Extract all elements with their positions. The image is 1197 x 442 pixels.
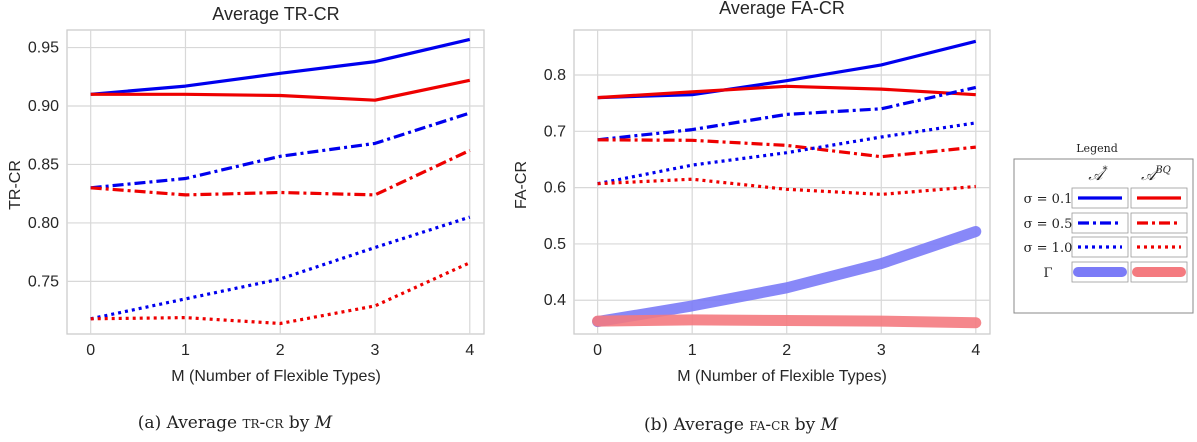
x-tick-label: 3 — [877, 342, 886, 359]
y-tick-label: 0.75 — [28, 273, 59, 290]
x-axis-label: M (Number of Flexible Types) — [171, 368, 381, 385]
x-tick-label: 4 — [465, 342, 474, 359]
x-tick-label: 0 — [86, 342, 95, 359]
series-line — [90, 215, 471, 321]
x-tick-label: 4 — [971, 342, 980, 359]
y-tick-label: 0.4 — [544, 292, 566, 309]
y-tick-label: 0.5 — [544, 236, 566, 253]
x-tick-label: 2 — [276, 342, 285, 359]
series-line — [90, 78, 471, 102]
x-tick-label: 0 — [593, 342, 602, 359]
series-line — [90, 111, 471, 190]
chart-fa-cr: Average FA-CR M (Number of Flexible Type… — [513, 0, 991, 435]
legend-row-label: σ = 1.0 — [1024, 241, 1073, 256]
y-tick-label: 0.90 — [28, 98, 59, 115]
caption: (b) Average fa-cr by M — [644, 415, 839, 435]
x-tick-label: 3 — [371, 342, 380, 359]
y-tick-label: 0.85 — [28, 156, 59, 173]
caption: (a) Average tr-cr by M — [138, 413, 333, 433]
legend-row-label: σ = 0.1 — [1024, 192, 1073, 207]
plot-area — [66, 29, 485, 335]
x-tick-label: 2 — [782, 342, 791, 359]
series-line — [597, 84, 976, 100]
y-tick-label: 0.95 — [28, 40, 59, 57]
series-line — [597, 121, 977, 186]
chart-title: Average TR-CR — [212, 4, 339, 24]
series-line — [597, 138, 976, 159]
series-line — [597, 39, 977, 100]
x-axis-label: M (Number of Flexible Types) — [677, 368, 887, 385]
legend: Legend 𝒜* 𝒜BQ σ = 0.1σ = 0.5σ = 1.0Γ — [1013, 142, 1194, 314]
series-line — [592, 226, 982, 328]
y-tick-label: 0.8 — [544, 67, 566, 84]
y-axis-label: TR-CR — [7, 160, 24, 210]
series-line — [90, 37, 471, 96]
y-tick-label: 0.7 — [544, 123, 566, 140]
legend-title: Legend — [1076, 142, 1118, 155]
series-line — [90, 261, 471, 326]
chart-title: Average FA-CR — [719, 0, 845, 18]
x-tick-label: 1 — [688, 342, 697, 359]
y-tick-label: 0.6 — [544, 180, 566, 197]
y-tick-label: 0.80 — [28, 215, 59, 232]
series-line — [597, 85, 977, 142]
series-line — [592, 314, 982, 329]
legend-row-label: σ = 0.5 — [1024, 217, 1073, 232]
series-line — [597, 177, 976, 196]
legend-frame — [1013, 158, 1194, 314]
chart-tr-cr: Average TR-CR M (Number of Flexible Type… — [7, 4, 485, 433]
legend-row-label: Γ — [1043, 266, 1052, 281]
y-axis-label: FA-CR — [513, 161, 530, 209]
x-tick-label: 1 — [181, 342, 190, 359]
